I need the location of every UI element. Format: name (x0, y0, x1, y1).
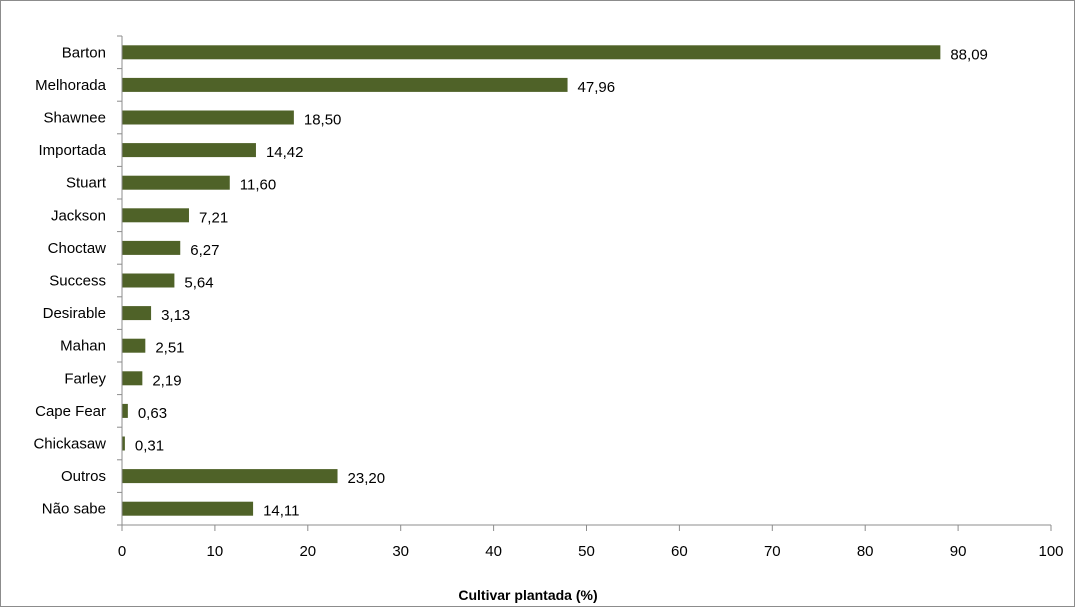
category-label: Barton (62, 44, 106, 61)
x-axis-title: Cultivar plantada (%) (458, 587, 597, 603)
bar (122, 403, 128, 418)
x-tick-label: 20 (299, 543, 316, 560)
bar (122, 436, 125, 451)
data-label: 88,09 (950, 46, 988, 63)
x-tick-label: 10 (207, 543, 224, 560)
data-label: 14,11 (263, 503, 299, 520)
data-label: 7,21 (199, 209, 228, 226)
bar (122, 371, 143, 386)
data-label: 5,64 (184, 275, 213, 292)
category-label: Não sabe (42, 501, 106, 518)
data-label: 18,50 (304, 112, 342, 129)
data-label: 11,60 (240, 177, 276, 194)
x-tick-label: 50 (578, 543, 595, 560)
category-label: Shawnee (43, 110, 106, 127)
data-label: 23,20 (348, 470, 386, 487)
x-tick-label: 60 (671, 543, 688, 560)
data-label: 2,19 (152, 372, 181, 389)
category-label: Melhorada (35, 77, 107, 94)
data-label: 6,27 (190, 242, 219, 259)
category-label: Outros (61, 468, 106, 485)
category-label: Jackson (51, 207, 106, 224)
bar (122, 240, 181, 255)
category-label: Success (49, 273, 106, 290)
category-label: Stuart (66, 175, 107, 192)
x-tick-label: 80 (857, 543, 874, 560)
bar (122, 338, 146, 353)
x-tick-label: 100 (1038, 543, 1063, 560)
data-label: 3,13 (161, 307, 190, 324)
bars-group (122, 45, 941, 516)
bar (122, 175, 230, 190)
category-label: Chickasaw (33, 436, 106, 453)
bar (122, 306, 152, 321)
data-label: 0,31 (135, 438, 164, 455)
data-label: 0,63 (138, 405, 167, 422)
x-tick-label: 40 (485, 543, 502, 560)
category-label: Cape Fear (35, 403, 106, 420)
category-label: Desirable (43, 305, 106, 322)
axes-group: Barton 88,09 Melhorada 47,96 Shawnee 18,50 Imp… (33, 35, 1064, 560)
category-label: Farley (64, 370, 106, 387)
category-label: Importada (38, 142, 106, 159)
bar (122, 501, 254, 516)
bar (122, 45, 941, 60)
data-label: 14,42 (266, 144, 304, 161)
bar (122, 77, 568, 92)
x-tick-label: 70 (764, 543, 781, 560)
category-label: Choctaw (48, 240, 107, 257)
bar (122, 110, 294, 125)
data-label: 2,51 (155, 340, 184, 357)
x-tick-label: 30 (392, 543, 409, 560)
category-label: Mahan (60, 338, 106, 355)
x-tick-label: 90 (950, 543, 967, 560)
bar (122, 208, 189, 223)
x-tick-label: 0 (118, 543, 126, 560)
bar (122, 273, 175, 288)
data-label: 47,96 (578, 79, 616, 96)
bar (122, 143, 256, 158)
bar (122, 469, 338, 484)
